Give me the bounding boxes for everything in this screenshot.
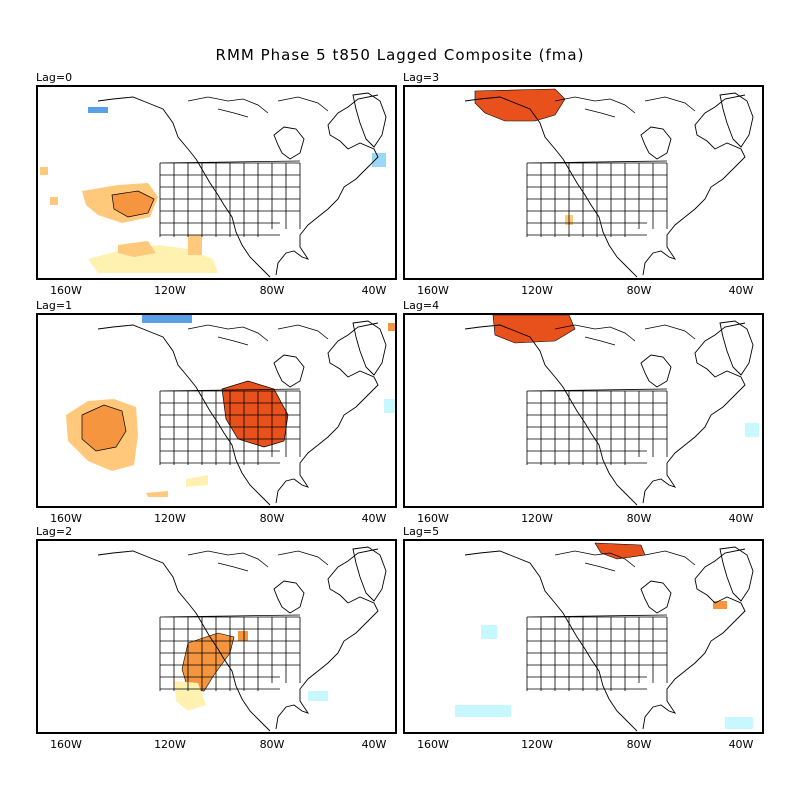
greenland-outline [719,546,754,602]
greenland-outline [352,320,387,376]
state-boundaries [526,160,668,237]
longitude-tick-label: 120W [154,738,186,751]
hudson-bay-outline [640,354,672,388]
anomaly-cool-patch [481,625,497,639]
anomaly-warm-core [81,404,127,452]
longitude-tick-label: 40W [728,512,754,525]
greenland-outline [719,320,754,376]
longitude-tick-label: 160W [417,284,449,297]
longitude-tick-label: 40W [361,738,387,751]
north-america-map [464,88,754,278]
state-boundaries [159,614,301,691]
north-america-map [455,542,754,732]
longitude-tick-label: 80W [626,284,652,297]
anomaly-warm-core [181,632,235,692]
anomaly-cool-patch [142,315,192,323]
longitude-tick-label: 160W [417,738,449,751]
hudson-bay-outline [273,580,305,614]
coastline [464,94,746,278]
north-america-map [40,92,387,278]
longitude-tick-label: 80W [626,512,652,525]
arctic-islands-outline [554,96,696,118]
lag-label: Lag=5 [403,525,440,538]
anomaly-cool-patch [725,717,753,729]
lag-label: Lag=1 [36,299,73,312]
state-boundaries [159,160,301,237]
hudson-bay-outline [640,126,672,160]
greenland-outline [719,92,754,148]
anomaly-warm-patch [40,167,48,175]
longitude-tick-label: 80W [626,738,652,751]
north-america-map [97,546,387,732]
longitude-tick-label: 120W [521,738,553,751]
map-frame [36,539,397,734]
hudson-bay-outline [273,354,305,388]
longitude-tick-label: 80W [259,284,285,297]
longitude-tick-label: 40W [728,284,754,297]
greenland-outline [352,92,387,148]
map-frame [403,539,764,734]
lag-label: Lag=0 [36,71,73,84]
anomaly-cool-patch [384,399,395,413]
longitude-tick-label: 160W [50,512,82,525]
anomaly-warm-patch [118,241,156,257]
longitude-tick-label: 160W [417,512,449,525]
coastline [464,322,746,506]
state-boundaries [526,614,668,691]
state-boundaries [526,388,668,465]
anomaly-warm-patch [50,197,58,205]
lag-label: Lag=3 [403,71,440,84]
coastline [97,94,379,278]
hudson-bay-outline [640,580,672,614]
anomaly-cool-patch [88,107,108,113]
longitude-tick-label: 120W [154,284,186,297]
anomaly-warm-core [111,190,155,218]
anomaly-warm-patch [146,491,168,497]
anomaly-cool-patch [455,705,511,717]
longitude-tick-label: 40W [361,284,387,297]
arctic-islands-outline [187,96,329,118]
anomaly-warm-core [594,542,646,560]
north-america-map [66,315,395,506]
coastline [464,548,746,732]
map-frame [36,313,397,508]
coastline [97,322,379,506]
lag-label: Lag=4 [403,299,440,312]
arctic-islands-outline [187,324,329,346]
longitude-tick-label: 160W [50,738,82,751]
arctic-islands-outline [554,324,696,346]
greenland-outline [352,546,387,602]
anomaly-cool-patch [745,423,759,437]
longitude-tick-label: 160W [50,284,82,297]
longitude-tick-label: 80W [259,738,285,751]
longitude-tick-label: 80W [259,512,285,525]
anomaly-warm-patch [713,601,727,609]
anomaly-warm-patch [186,475,208,487]
longitude-tick-label: 40W [728,738,754,751]
anomaly-warm-patch [388,323,395,331]
longitude-tick-label: 120W [521,512,553,525]
map-frame [403,313,764,508]
anomaly-cool-patch [372,153,386,167]
longitude-tick-label: 120W [154,512,186,525]
state-boundaries [159,388,301,465]
anomaly-warm-core [492,315,576,344]
coastline [97,548,379,732]
map-frame [36,85,397,280]
arctic-islands-outline [554,550,696,572]
anomaly-warm-patch [188,235,202,255]
anomaly-warm-patch [238,631,248,641]
anomaly-cool-patch [308,691,328,701]
anomaly-warm-patch [174,681,206,711]
north-america-map [464,315,759,506]
map-frame [403,85,764,280]
longitude-tick-label: 120W [521,284,553,297]
figure-title: RMM Phase 5 t850 Lagged Composite (fma) [215,46,585,64]
hudson-bay-outline [273,126,305,160]
lag-label: Lag=2 [36,525,73,538]
longitude-tick-label: 40W [361,512,387,525]
arctic-islands-outline [187,550,329,572]
